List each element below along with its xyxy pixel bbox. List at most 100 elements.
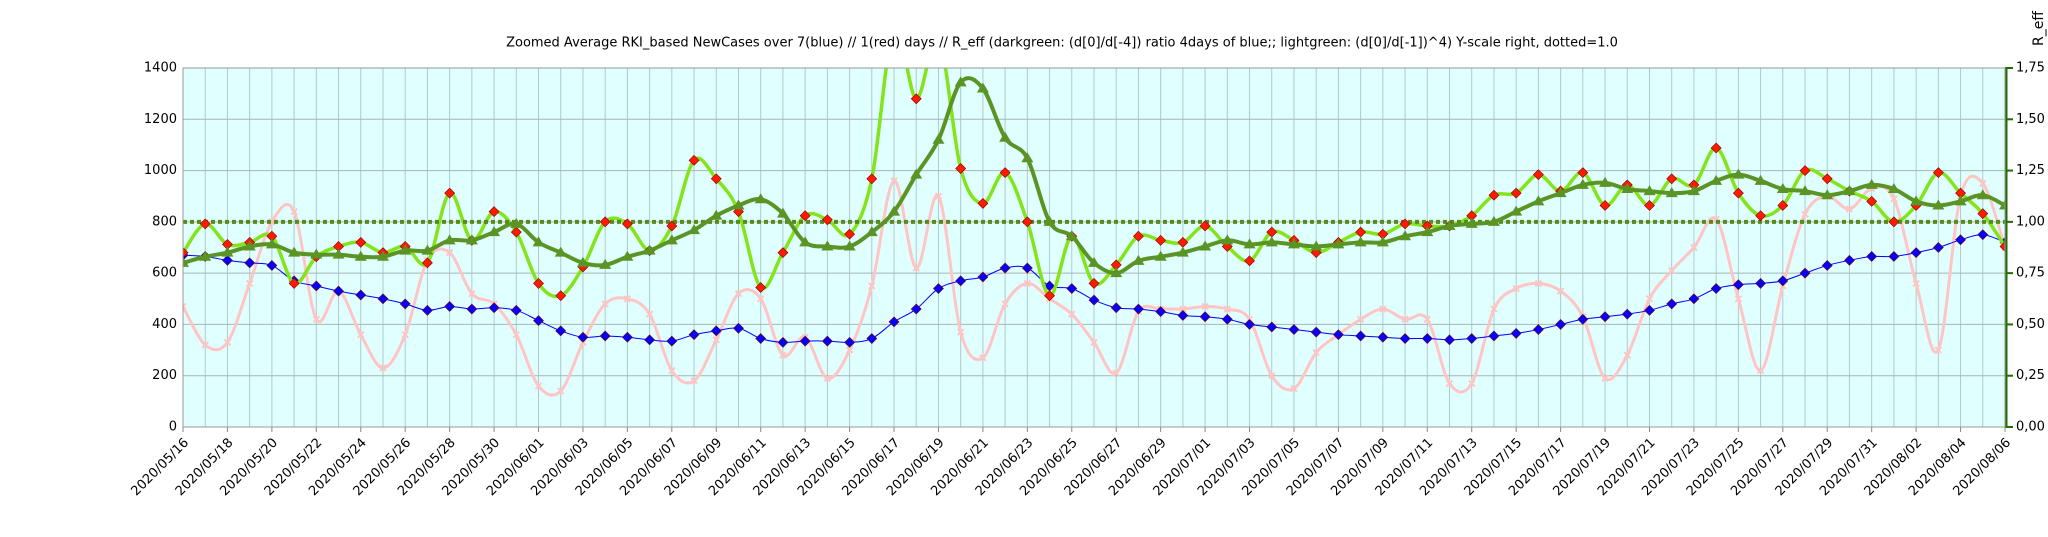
- data-point: [1954, 195, 1967, 206]
- data-point: [1534, 279, 1543, 288]
- data-point: [1112, 369, 1120, 377]
- data-point: [222, 254, 233, 266]
- data-point: [955, 275, 967, 287]
- data-point: [1444, 334, 1455, 346]
- data-point: [1356, 315, 1365, 324]
- y2-tick-label: 0,00: [2016, 420, 2045, 435]
- data-point: [776, 207, 789, 218]
- data-point: [799, 335, 811, 347]
- data-point: [977, 197, 989, 209]
- data-point: [1645, 295, 1654, 303]
- data-point: [376, 250, 389, 261]
- data-point: [1599, 176, 1612, 187]
- data-point: [1376, 236, 1389, 247]
- data-point: [221, 246, 234, 257]
- data-point: [1623, 351, 1631, 359]
- data-point: [621, 250, 634, 261]
- data-point: [621, 331, 633, 343]
- data-point: [599, 216, 611, 228]
- data-point: [1510, 205, 1523, 216]
- data-point: [223, 338, 232, 347]
- data-point: [866, 173, 878, 185]
- data-point: [354, 250, 367, 261]
- data-point: [1244, 319, 1255, 330]
- data-point: [1445, 379, 1454, 388]
- data-point: [1088, 277, 1100, 289]
- data-point: [1133, 303, 1144, 315]
- data-point: [1512, 284, 1520, 293]
- data-point: [1421, 333, 1433, 344]
- data-point: [183, 247, 189, 259]
- y-tick-label: 1200: [144, 112, 177, 127]
- data-point: [510, 226, 522, 238]
- data-point: [668, 366, 676, 375]
- data-point: [1423, 315, 1431, 324]
- data-point: [1199, 220, 1211, 232]
- data-point: [399, 244, 412, 255]
- data-point: [1732, 279, 1744, 291]
- data-point: [443, 234, 456, 245]
- data-point: [910, 93, 922, 105]
- y2-tick-label: 0,25: [2016, 368, 2045, 383]
- data-point: [754, 193, 767, 204]
- data-point: [688, 154, 700, 166]
- data-point: [1401, 315, 1409, 324]
- data-point: [1090, 338, 1098, 347]
- data-point: [666, 335, 678, 347]
- data-point: [710, 209, 723, 220]
- data-point: [1379, 305, 1387, 313]
- data-point: [532, 236, 545, 247]
- data-point: [1132, 254, 1145, 265]
- y-tick-label: 0: [169, 420, 177, 435]
- data-point: [265, 238, 278, 249]
- data-point: [183, 256, 189, 267]
- data-point: [999, 167, 1011, 179]
- data-point: [999, 262, 1011, 274]
- data-point: [1799, 185, 1812, 196]
- data-point: [310, 280, 322, 292]
- data-point: [865, 226, 878, 237]
- data-point: [599, 330, 611, 342]
- data-point: [444, 187, 456, 199]
- data-point: [1490, 305, 1498, 313]
- data-point: [1244, 255, 1255, 267]
- data-point: [1179, 305, 1187, 313]
- data-point: [977, 271, 989, 283]
- data-point: [1290, 384, 1298, 393]
- data-point: [1268, 372, 1276, 380]
- data-point: [733, 322, 744, 334]
- data-point: [1910, 195, 1923, 206]
- data-point: [1577, 313, 1589, 325]
- data-point: [1021, 152, 1034, 163]
- data-point: [1866, 251, 1878, 262]
- data-point: [444, 301, 456, 312]
- data-point: [468, 289, 476, 298]
- data-point: [555, 325, 567, 337]
- data-point: [955, 163, 967, 174]
- data-point: [688, 224, 701, 235]
- data-point: [1288, 324, 1300, 335]
- y2-tick-label: 1,00: [2016, 214, 2045, 229]
- data-point: [1466, 333, 1478, 344]
- data-point: [1554, 187, 1567, 198]
- data-point: [599, 258, 612, 269]
- data-point: [1487, 215, 1500, 226]
- data-point: [756, 295, 765, 303]
- data-point: [1821, 260, 1833, 271]
- data-point: [1310, 240, 1323, 251]
- data-point: [868, 282, 876, 290]
- data-point: [1065, 230, 1078, 241]
- y2-tick-label: 1,75: [2016, 61, 2045, 76]
- data-point: [710, 173, 722, 185]
- data-point: [1844, 254, 1855, 266]
- data-point: [557, 387, 565, 395]
- data-point: [488, 302, 500, 314]
- data-point: [533, 277, 544, 289]
- data-point: [666, 220, 678, 232]
- y2-tick-label: 0,50: [2016, 317, 2045, 332]
- data-point: [1777, 275, 1789, 287]
- data-point: [890, 177, 898, 185]
- data-point: [688, 329, 700, 341]
- data-point: [777, 247, 789, 259]
